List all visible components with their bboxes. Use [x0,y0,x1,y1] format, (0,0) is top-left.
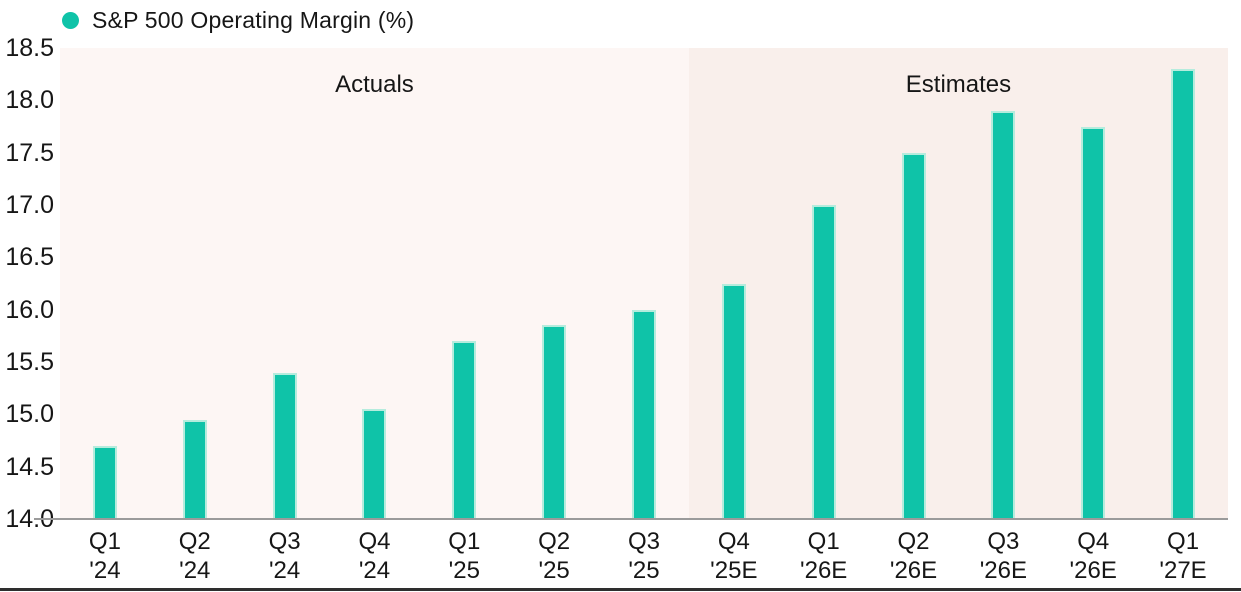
x-tick-label: Q1'26E [800,528,848,584]
bar-slot [869,48,959,519]
bar-slot [1138,48,1228,519]
bar-slot [509,48,599,519]
y-tick-label: 17.5 [5,138,54,167]
bar-slot [419,48,509,519]
y-tick-label: 16.0 [5,295,54,324]
bar-q1-25 [452,341,477,519]
estimates-section-label: Estimates [905,71,1012,98]
bar-slot [150,48,240,519]
bar-q2-26e [901,152,926,519]
y-tick-label: 15.0 [5,400,54,429]
bar-q3-24 [272,372,297,519]
legend-label: S&P 500 Operating Margin (%) [92,6,415,33]
bar-slot [958,48,1048,519]
x-tick-label: Q2'26E [889,528,938,584]
bar-slot [779,48,869,519]
actuals-section-label: Actuals [335,71,414,98]
y-tick-label: 17.0 [5,191,54,219]
x-tick-label: Q4'25E [710,528,758,584]
bar-q1-26e [811,205,836,519]
x-tick-label: Q3'26E [979,528,1027,584]
bar-slot [240,48,330,519]
x-axis-labels: Q1'24 Q2'24 Q3'24 Q4'24 Q1'25 Q2'25 Q3'25 Q4'25… [60,527,1228,585]
bar-q3-26e [991,110,1016,519]
x-tick-label: Q2'24 [178,528,211,584]
bar-q4-24 [362,409,387,519]
x-tick-label: Q1'27E [1159,528,1207,584]
bar-slot [689,48,779,519]
bar-q1-27e [1171,68,1196,519]
bar-q2-24 [182,419,207,519]
x-tick-label: Q3'25 [627,528,660,584]
x-tick-label: Q4'26E [1069,528,1117,584]
bar-slot [599,48,689,519]
x-axis-line [34,518,1228,520]
estimates-region [688,48,1228,519]
x-tick-label: Q3'24 [268,528,301,584]
bar-q1-24 [92,445,117,519]
bar-slot [60,48,150,519]
y-tick-label: 18.5 [5,34,54,62]
y-tick-label: 15.5 [5,348,54,376]
bars-group [60,48,1228,519]
bar-q2-25 [542,325,567,519]
plot-area: Actuals Estimates [60,48,1228,519]
x-tick-label: Q2'25 [538,528,571,584]
chart-legend: S&P 500 Operating Margin (%) [62,5,414,35]
bar-slot [1048,48,1138,519]
legend-marker-icon [62,11,79,29]
bar-q3-25 [631,309,656,519]
bottom-divider [0,588,1241,591]
bar-q4-26e [1081,126,1106,519]
x-tick-label: Q1'25 [448,528,481,584]
x-tick-label: Q1'24 [88,528,121,584]
bar-slot [330,48,420,519]
bar-q4-25e [721,283,746,519]
x-tick-label: Q4'24 [358,528,391,584]
y-tick-label: 18.0 [5,86,54,115]
y-tick-label: 16.5 [5,243,54,272]
y-tick-label: 14.5 [5,452,54,481]
